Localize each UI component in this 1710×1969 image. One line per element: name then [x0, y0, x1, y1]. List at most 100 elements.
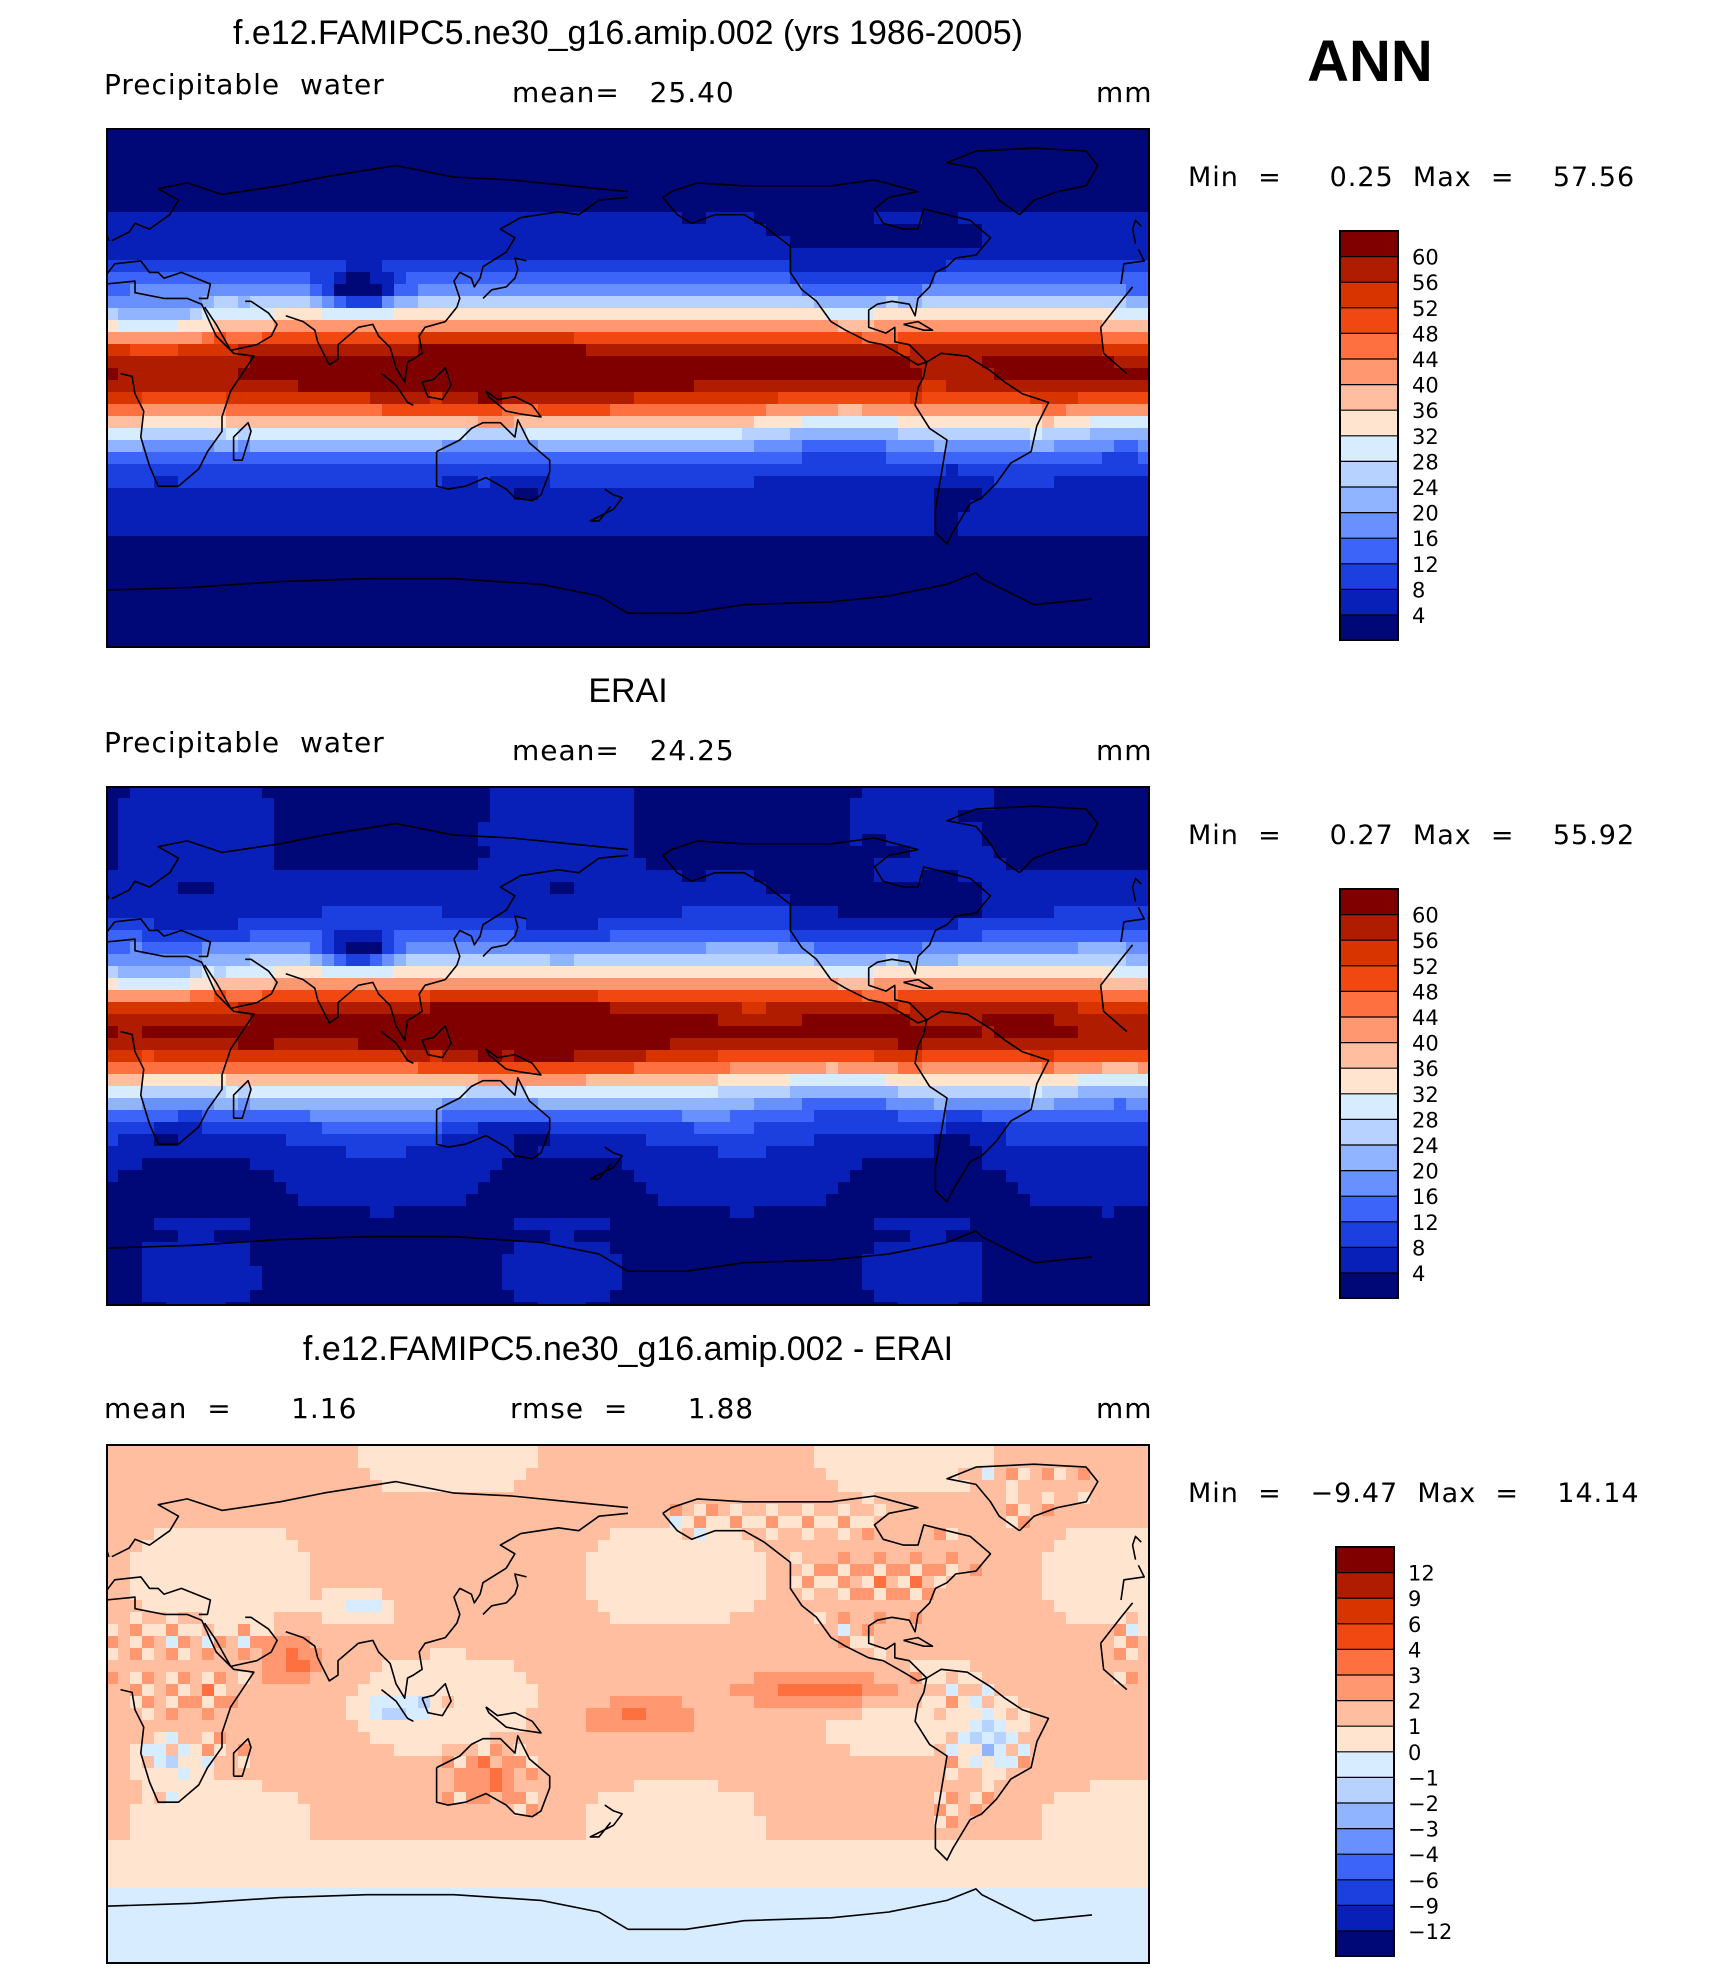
colorbar-swatch: [1340, 991, 1398, 1018]
colorbar-tick-label: 4: [1412, 604, 1425, 628]
colorbar-tick-label: 6: [1408, 1613, 1421, 1637]
colorbar-swatch: [1336, 1572, 1394, 1599]
colorbar-tick-label: 12: [1408, 1562, 1435, 1586]
colorbar-tick-label: −12: [1408, 1920, 1452, 1944]
colorbar-tick-label: 28: [1412, 1108, 1439, 1132]
colorbar-swatch: [1336, 1905, 1394, 1932]
colorbar-swatch: [1336, 1879, 1394, 1906]
colorbar-swatch: [1336, 1751, 1394, 1778]
colorbar-swatch: [1340, 889, 1398, 916]
colorbar-swatch: [1340, 1017, 1398, 1044]
colorbar-tick-label: 28: [1412, 450, 1439, 474]
colorbar-tick-label: 16: [1412, 527, 1439, 551]
colorbar-tick-label: 36: [1412, 1057, 1439, 1081]
panel1-mean-label: mean= 25.40: [512, 76, 735, 109]
panel2-map: [106, 786, 1150, 1306]
colorbar-tick-label: 32: [1412, 1083, 1439, 1107]
panel1-minmax: Min = 0.25 Max = 57.56: [1188, 162, 1636, 193]
colorbar-swatch: [1340, 307, 1398, 334]
colorbar-tick-label: 40: [1412, 374, 1439, 398]
colorbar-tick-label: −9: [1408, 1894, 1439, 1918]
colorbar-frame: [1339, 230, 1399, 641]
panel2-title: ERAI: [588, 672, 668, 710]
colorbar-tick-label: 24: [1412, 1134, 1439, 1158]
colorbar-tick-label: −2: [1408, 1792, 1439, 1816]
colorbar-swatch: [1340, 615, 1398, 641]
colorbar-swatch: [1336, 1649, 1394, 1676]
colorbar-frame: [1339, 888, 1399, 1299]
colorbar-tick-label: 52: [1412, 297, 1439, 321]
colorbar-swatch: [1340, 563, 1398, 590]
colorbar-tick-label: 36: [1412, 399, 1439, 423]
colorbar-tick-label: 44: [1412, 348, 1439, 372]
colorbar-swatch: [1340, 359, 1398, 386]
colorbar-swatch: [1340, 589, 1398, 616]
colorbar-swatch: [1340, 914, 1398, 941]
colorbar-swatch: [1340, 384, 1398, 411]
colorbar-swatch: [1336, 1854, 1394, 1881]
panel1-units: mm: [1096, 76, 1153, 109]
panel2-mean-label: mean= 24.25: [512, 734, 735, 767]
colorbar-tick-label: 8: [1412, 578, 1425, 602]
colorbar-tick-label: −1: [1408, 1766, 1439, 1790]
colorbar-swatch: [1340, 940, 1398, 967]
colorbar-tick-label: 44: [1412, 1006, 1439, 1030]
colorbar-tick-label: −3: [1408, 1818, 1439, 1842]
colorbar-swatch: [1340, 1119, 1398, 1146]
panel1-map: [106, 128, 1150, 648]
colorbar-swatch: [1340, 1068, 1398, 1095]
colorbar-swatch: [1340, 410, 1398, 437]
colorbar-tick-label: 4: [1412, 1262, 1425, 1286]
panel3-map: [106, 1444, 1150, 1964]
colorbar-swatch: [1336, 1931, 1394, 1957]
colorbar-swatch: [1340, 1170, 1398, 1197]
colorbar-swatch: [1336, 1623, 1394, 1650]
colorbar-tick-label: 8: [1412, 1236, 1425, 1260]
season-label: ANN: [1307, 29, 1433, 94]
map-frame: [106, 786, 1150, 1306]
colorbar-tick-label: 9: [1408, 1587, 1421, 1611]
colorbar-tick-label: 20: [1412, 502, 1439, 526]
colorbar-tick-label: 40: [1412, 1032, 1439, 1056]
colorbar-tick-label: 56: [1412, 929, 1439, 953]
colorbar-swatch: [1336, 1726, 1394, 1753]
colorbar-swatch: [1340, 512, 1398, 539]
colorbar-swatch: [1340, 435, 1398, 462]
colorbar-swatch: [1340, 1042, 1398, 1069]
colorbar-tick-label: 48: [1412, 322, 1439, 346]
colorbar-tick-label: 12: [1412, 1211, 1439, 1235]
map-frame: [106, 128, 1150, 648]
coastlines: [106, 147, 1145, 615]
coastlines: [106, 805, 1145, 1273]
colorbar-tick-label: 1: [1408, 1715, 1421, 1739]
map-field: [106, 786, 1150, 1306]
colorbar-swatch: [1336, 1598, 1394, 1625]
colorbar-swatch: [1340, 461, 1398, 488]
colorbar-tick-label: −6: [1408, 1869, 1439, 1893]
colorbar-swatch: [1340, 333, 1398, 360]
colorbar-swatch: [1340, 487, 1398, 514]
colorbar-swatch: [1340, 1196, 1398, 1223]
colorbar-tick-label: 16: [1412, 1185, 1439, 1209]
colorbar-swatch: [1340, 1221, 1398, 1248]
coastlines: [106, 1463, 1145, 1931]
map-frame: [106, 1444, 1150, 1964]
panel2-variable-label: Precipitable water: [104, 726, 385, 759]
colorbar-tick-label: 56: [1412, 271, 1439, 295]
colorbar-swatch: [1340, 1273, 1398, 1299]
panel3-units: mm: [1096, 1392, 1153, 1425]
colorbar-tick-label: 3: [1408, 1664, 1421, 1688]
map-field: [106, 128, 1150, 648]
colorbar-tick-label: 60: [1412, 246, 1439, 270]
panel2-units: mm: [1096, 734, 1153, 767]
colorbar-swatch: [1336, 1777, 1394, 1804]
colorbar-tick-label: 52: [1412, 955, 1439, 979]
colorbar-tick-label: 0: [1408, 1741, 1421, 1765]
panel3-title: f.e12.FAMIPC5.ne30_g16.amip.002 - ERAI: [302, 1330, 954, 1368]
colorbar-swatch: [1340, 256, 1398, 283]
panel2-minmax: Min = 0.27 Max = 55.92: [1188, 820, 1636, 851]
colorbar-tick-label: 24: [1412, 476, 1439, 500]
colorbar-swatch: [1340, 538, 1398, 565]
colorbar-tick-label: 2: [1408, 1690, 1421, 1714]
